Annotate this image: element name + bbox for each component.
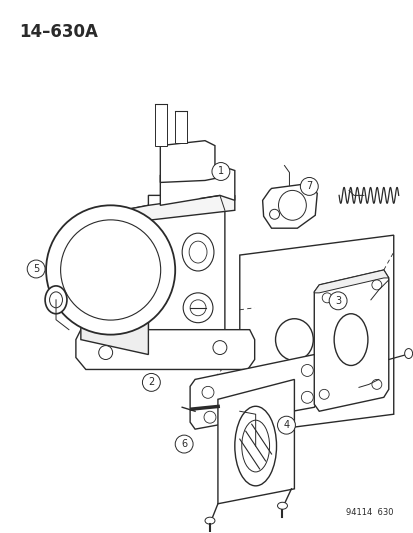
Polygon shape [81,196,234,230]
Polygon shape [155,104,167,146]
Text: 94114  630: 94114 630 [345,508,393,516]
Circle shape [301,365,313,376]
Ellipse shape [45,286,67,314]
Text: 14–630A: 14–630A [19,23,98,41]
Polygon shape [239,235,393,434]
Text: 1: 1 [217,166,223,176]
Circle shape [211,163,229,181]
Ellipse shape [275,319,313,360]
Circle shape [328,292,346,310]
Circle shape [142,374,160,391]
Circle shape [204,411,216,423]
Polygon shape [76,330,254,369]
Ellipse shape [182,233,214,271]
Text: 6: 6 [180,439,187,449]
Polygon shape [190,354,318,429]
Ellipse shape [46,205,175,335]
Ellipse shape [98,345,112,360]
Circle shape [321,293,331,303]
Circle shape [277,416,295,434]
Circle shape [371,280,381,290]
Polygon shape [81,205,148,354]
Polygon shape [148,196,224,354]
Polygon shape [175,111,187,143]
Ellipse shape [204,517,214,524]
Text: 2: 2 [148,377,154,387]
Ellipse shape [234,406,276,486]
Polygon shape [262,183,316,228]
Circle shape [175,435,192,453]
Ellipse shape [183,293,212,322]
Ellipse shape [212,341,226,354]
Circle shape [269,209,279,219]
Polygon shape [313,270,388,293]
Ellipse shape [278,190,306,220]
Circle shape [371,379,381,389]
Polygon shape [313,270,388,411]
Polygon shape [217,379,294,504]
Polygon shape [160,166,234,205]
Circle shape [300,177,318,196]
Circle shape [202,386,214,398]
Circle shape [27,260,45,278]
Ellipse shape [333,314,367,366]
Circle shape [318,389,328,399]
Text: 5: 5 [33,264,39,274]
Ellipse shape [404,349,412,359]
Text: 7: 7 [306,181,312,191]
Ellipse shape [277,502,287,509]
Polygon shape [160,141,214,182]
Text: 3: 3 [334,296,340,306]
Circle shape [301,391,313,403]
Text: 4: 4 [283,420,289,430]
